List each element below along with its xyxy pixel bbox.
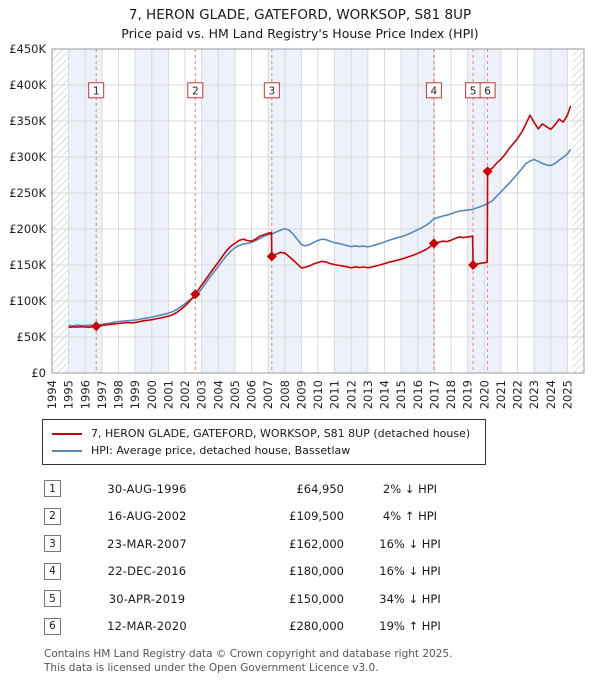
svg-text:1999: 1999	[128, 380, 142, 409]
svg-text:2017: 2017	[427, 380, 441, 409]
svg-text:2011: 2011	[328, 380, 342, 409]
chart-subtitle: Price paid vs. HM Land Registry's House …	[121, 26, 479, 41]
svg-text:2012: 2012	[344, 380, 358, 409]
svg-text:2020: 2020	[477, 380, 491, 409]
svg-text:3: 3	[268, 86, 275, 98]
sale-number-badge: 5	[44, 590, 61, 608]
svg-text:£450K: £450K	[9, 42, 46, 56]
sale-row: 5 30-APR-2019 £150,000 34% ↓ HPI	[44, 585, 600, 613]
footer: Contains HM Land Registry data © Crown c…	[44, 648, 600, 675]
svg-text:£400K: £400K	[9, 78, 46, 92]
sale-hpi-delta: 2% ↓ HPI	[382, 481, 438, 496]
legend-item-1: HPI: Average price, detached house, Bass…	[52, 442, 476, 459]
svg-text:1994: 1994	[45, 380, 59, 409]
svg-text:2009: 2009	[294, 380, 308, 409]
svg-text:2016: 2016	[411, 380, 425, 409]
legend-label: 7, HERON GLADE, GATEFORD, WORKSOP, S81 8…	[91, 427, 471, 440]
svg-text:2021: 2021	[494, 380, 508, 409]
svg-text:1997: 1997	[95, 380, 109, 409]
sales-table: 1 30-AUG-1996 £64,950 2% ↓ HPI 2 16-AUG-2002 £…	[44, 475, 600, 640]
footer-line2: This data is licensed under the Open Gov…	[44, 661, 379, 674]
sale-row: 1 30-AUG-1996 £64,950 2% ↓ HPI	[44, 475, 600, 503]
svg-text:2025: 2025	[560, 380, 574, 409]
svg-text:1998: 1998	[112, 380, 126, 409]
sale-hpi-delta: 19% ↑ HPI	[379, 619, 441, 634]
svg-text:2014: 2014	[378, 380, 392, 409]
svg-text:2: 2	[192, 86, 199, 98]
sale-price: £180,000	[289, 564, 344, 579]
sale-row: 2 16-AUG-2002 £109,500 4% ↑ HPI	[44, 503, 600, 531]
legend-line-swatch	[52, 449, 82, 452]
chart-legend: 7, HERON GLADE, GATEFORD, WORKSOP, S81 8…	[42, 419, 486, 465]
sale-date: 22-DEC-2016	[107, 564, 187, 579]
svg-text:2006: 2006	[245, 380, 259, 409]
legend-item-0: 7, HERON GLADE, GATEFORD, WORKSOP, S81 8…	[52, 425, 476, 442]
svg-text:£0: £0	[31, 366, 46, 380]
svg-text:£100K: £100K	[9, 294, 46, 308]
svg-text:2001: 2001	[161, 380, 175, 409]
svg-text:2005: 2005	[228, 380, 242, 409]
sale-number-badge: 4	[44, 562, 61, 580]
svg-text:£250K: £250K	[9, 186, 46, 200]
svg-text:1996: 1996	[78, 380, 92, 409]
svg-text:2010: 2010	[311, 380, 325, 409]
svg-text:2002: 2002	[178, 380, 192, 409]
sale-price: £162,000	[289, 536, 344, 551]
legend-label: HPI: Average price, detached house, Bass…	[91, 444, 351, 457]
sale-date: 12-MAR-2020	[107, 619, 187, 634]
svg-text:2019: 2019	[461, 380, 475, 409]
chart-title: 7, HERON GLADE, GATEFORD, WORKSOP, S81 8…	[128, 7, 472, 23]
svg-text:£300K: £300K	[9, 150, 46, 164]
footer-line1: Contains HM Land Registry data © Crown c…	[44, 648, 453, 660]
svg-text:2004: 2004	[211, 380, 225, 409]
svg-text:2024: 2024	[544, 380, 558, 409]
sale-price: £64,950	[296, 481, 344, 496]
svg-text:£350K: £350K	[9, 114, 46, 128]
svg-text:£200K: £200K	[9, 222, 46, 236]
sale-hpi-delta: 16% ↓ HPI	[379, 564, 441, 579]
sale-date: 30-AUG-1996	[107, 481, 187, 496]
svg-text:2003: 2003	[195, 380, 209, 409]
sale-date: 30-APR-2019	[108, 591, 186, 606]
sale-hpi-delta: 4% ↑ HPI	[382, 509, 438, 524]
sale-hpi-delta: 34% ↓ HPI	[379, 591, 441, 606]
sale-number-badge: 6	[44, 617, 61, 635]
sale-number-badge: 2	[44, 507, 61, 525]
sale-date: 23-MAR-2007	[107, 536, 187, 551]
svg-text:1995: 1995	[62, 380, 76, 409]
svg-text:2008: 2008	[278, 380, 292, 409]
svg-text:4: 4	[431, 86, 438, 98]
sale-price: £109,500	[289, 509, 344, 524]
svg-text:£50K: £50K	[17, 330, 47, 344]
sale-price: £280,000	[289, 619, 344, 634]
sale-row: 3 23-MAR-2007 £162,000 16% ↓ HPI	[44, 530, 600, 558]
sale-number-badge: 3	[44, 535, 61, 553]
svg-text:2022: 2022	[511, 380, 525, 409]
svg-text:2007: 2007	[261, 380, 275, 409]
sale-price: £150,000	[289, 591, 344, 606]
svg-text:2023: 2023	[527, 380, 541, 409]
sale-number-badge: 1	[44, 480, 61, 498]
price-history-chart: 1 2 3 4 5 6 £0 £50K £100K £150K £200K £250K £300K £35…	[9, 42, 585, 409]
legend-line-swatch	[52, 432, 82, 435]
svg-text:1: 1	[93, 86, 100, 98]
svg-text:6: 6	[484, 86, 491, 98]
svg-text:2000: 2000	[145, 380, 159, 409]
sale-date: 16-AUG-2002	[107, 509, 187, 524]
sale-row: 6 12-MAR-2020 £280,000 19% ↑ HPI	[44, 613, 600, 641]
svg-text:2015: 2015	[394, 380, 408, 409]
svg-text:5: 5	[470, 86, 477, 98]
svg-text:£150K: £150K	[9, 258, 46, 272]
sale-row: 4 22-DEC-2016 £180,000 16% ↓ HPI	[44, 558, 600, 586]
sale-hpi-delta: 16% ↓ HPI	[379, 536, 441, 551]
svg-text:2013: 2013	[361, 380, 375, 409]
svg-text:2018: 2018	[444, 380, 458, 409]
